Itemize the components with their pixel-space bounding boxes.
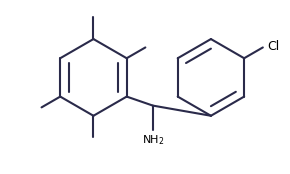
Text: Cl: Cl — [268, 40, 280, 53]
Text: NH$_2$: NH$_2$ — [142, 133, 164, 147]
